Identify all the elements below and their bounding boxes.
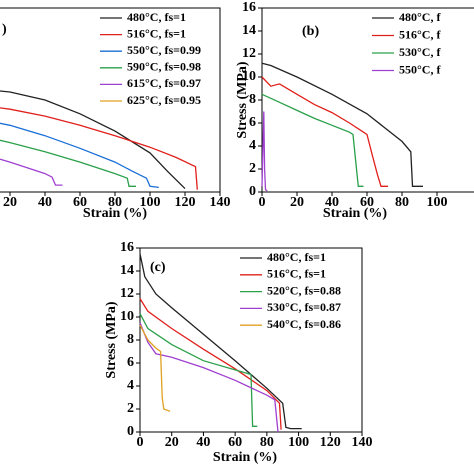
data-line xyxy=(261,111,268,192)
x-tick-label: 80 xyxy=(108,195,122,210)
data-line xyxy=(139,324,171,412)
y-tick-label: 0 xyxy=(127,424,134,439)
y-tick-label: 6 xyxy=(249,115,256,130)
y-tick-label: 10 xyxy=(120,309,134,324)
x-tick-label: 80 xyxy=(395,195,409,210)
data-line xyxy=(261,76,388,187)
y-tick-label: 4 xyxy=(127,378,134,393)
x-tick-label: 40 xyxy=(325,195,339,210)
data-line xyxy=(139,313,258,427)
x-tick-label: 100 xyxy=(140,195,161,210)
x-axis-label: Strain (%) xyxy=(323,206,388,221)
panel-label: (b) xyxy=(302,24,319,39)
legend-label: 550°C, fs=0.99 xyxy=(127,43,201,57)
y-tick-label: 8 xyxy=(249,92,256,107)
y-tick-label: 14 xyxy=(120,263,134,278)
x-tick-label: 120 xyxy=(175,195,196,210)
data-line xyxy=(139,322,279,433)
legend-label: 590°C, fs=0.98 xyxy=(127,60,201,74)
y-tick-label: 12 xyxy=(120,286,134,301)
data-line xyxy=(0,90,186,190)
y-axis-label: Stress (MPa) xyxy=(235,61,250,138)
data-line xyxy=(261,93,364,187)
data-line xyxy=(261,62,423,187)
plot-frame xyxy=(0,7,221,193)
x-tick-label: 80 xyxy=(260,435,274,450)
y-tick-label: 4 xyxy=(249,138,256,153)
y-tick-label: 12 xyxy=(242,46,256,61)
x-tick-label: 120 xyxy=(320,435,341,450)
y-tick-label: 0 xyxy=(249,184,256,199)
data-line xyxy=(0,107,198,190)
y-tick-label: 2 xyxy=(127,401,134,416)
panel-label: (c) xyxy=(150,260,166,275)
x-tick-label: 40 xyxy=(196,435,210,450)
x-tick-label: 0 xyxy=(259,195,266,210)
legend-label: 480°C, f xyxy=(399,10,441,24)
data-line xyxy=(0,158,63,186)
plot-frame xyxy=(261,7,474,193)
x-axis-label: Strain (%) xyxy=(213,450,278,465)
legend-label: 530°C, f xyxy=(399,45,441,59)
legend-label: 480°C, fs=1 xyxy=(127,10,186,24)
y-tick-label: 16 xyxy=(120,240,134,255)
legend-label: 540°C, fs=0.86 xyxy=(267,317,341,331)
x-tick-label: 60 xyxy=(73,195,87,210)
x-tick-label: 0 xyxy=(137,435,144,450)
legend-label: 480°C, fs=1 xyxy=(267,250,326,264)
plot-frame xyxy=(139,247,363,433)
legend-label: 625°C, fs=0.95 xyxy=(127,93,201,107)
legend-label: 516°C, f xyxy=(399,27,441,41)
legend-label: 550°C, f xyxy=(399,62,441,76)
y-tick-label: 16 xyxy=(242,0,256,15)
data-line xyxy=(0,139,136,187)
x-tick-label: 100 xyxy=(288,435,309,450)
data-line xyxy=(0,122,159,189)
y-tick-label: 10 xyxy=(242,69,256,84)
x-tick-label: 40 xyxy=(38,195,52,210)
y-tick-label: 14 xyxy=(242,23,256,38)
legend-label: 516°C, fs=1 xyxy=(267,267,326,281)
x-tick-label: 100 xyxy=(427,195,448,210)
y-tick-label: 6 xyxy=(127,355,134,370)
legend-label: 530°C, fs=0.87 xyxy=(267,300,341,314)
data-line xyxy=(139,298,282,430)
legend-label: 615°C, fs=0.97 xyxy=(127,76,201,90)
x-tick-label: 140 xyxy=(210,195,231,210)
x-axis-label: Strain (%) xyxy=(83,206,148,221)
panel-label: ) xyxy=(2,22,7,37)
x-tick-label: 140 xyxy=(352,435,373,450)
legend-label: 520°C, fs=0.88 xyxy=(267,283,341,297)
y-tick-label: 2 xyxy=(249,161,256,176)
x-tick-label: 60 xyxy=(228,435,242,450)
x-tick-label: 20 xyxy=(165,435,179,450)
y-axis-label: Stress (MPa) xyxy=(104,301,119,378)
data-line xyxy=(139,253,302,430)
legend-label: 516°C, fs=1 xyxy=(127,26,186,40)
y-tick-label: 8 xyxy=(127,332,134,347)
x-tick-label: 20 xyxy=(3,195,17,210)
x-tick-label: 20 xyxy=(290,195,304,210)
x-tick-label: 60 xyxy=(360,195,374,210)
